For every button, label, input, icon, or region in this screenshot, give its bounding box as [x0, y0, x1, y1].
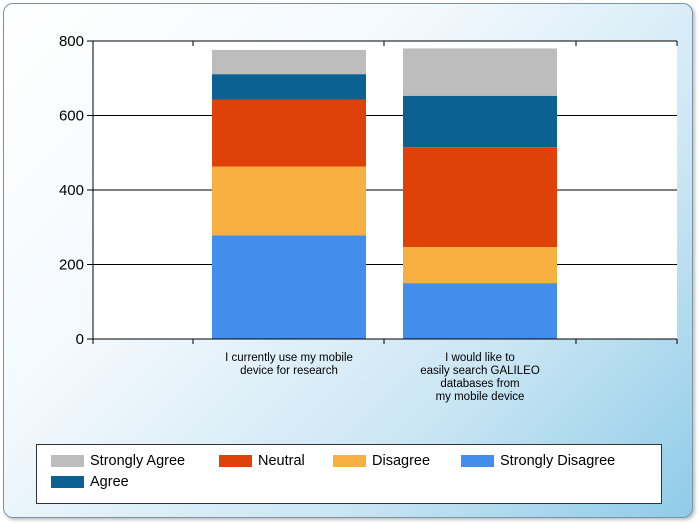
bar-segment-strongly-agree: [212, 49, 366, 75]
legend-item-strongly-disagree: Strongly Disagree: [461, 453, 615, 469]
legend-item-neutral: Neutral: [219, 453, 305, 469]
bar-segment-strongly-disagree: [403, 283, 557, 339]
x-category-label: I currently use my mobile device for rese…: [225, 352, 353, 377]
bar-segment-neutral: [212, 99, 366, 167]
y-tick-label: 400: [59, 182, 84, 199]
bar-segment-agree: [403, 95, 557, 148]
legend-item-agree: Agree: [51, 474, 129, 490]
bar-segment-disagree: [212, 166, 366, 236]
y-tick-label: 0: [76, 331, 84, 348]
stacked-bar-chart: 0 200 400 600 800 I currently use my mobile de…: [59, 33, 678, 403]
y-tick-label: 200: [59, 257, 84, 274]
x-category-label: I would like to easily search GALILEO data…: [420, 352, 540, 403]
y-tick-label: 800: [59, 33, 84, 50]
legend-swatch: [219, 455, 252, 467]
legend-swatch: [51, 476, 84, 488]
bar-segment-agree: [212, 74, 366, 100]
chart-legend: Strongly Agree Neutral Disagree Strongly…: [36, 444, 662, 504]
legend-swatch: [51, 455, 84, 467]
legend-label: Strongly Agree: [90, 453, 186, 469]
bar-segment-strongly-agree: [403, 48, 557, 96]
legend-label: Strongly Disagree: [500, 453, 616, 469]
legend-label: Neutral: [258, 453, 305, 469]
bar-segment-strongly-disagree: [212, 235, 366, 339]
legend-swatch: [461, 455, 494, 467]
bar-segment-disagree: [403, 246, 557, 284]
legend-item-strongly-agree: Strongly Agree: [51, 453, 185, 469]
bar-segment-neutral: [403, 147, 557, 247]
legend-item-disagree: Disagree: [333, 453, 430, 469]
legend-label: Disagree: [372, 453, 431, 469]
legend-label: Agree: [90, 474, 129, 490]
y-tick-label: 600: [59, 108, 84, 125]
legend-swatch: [333, 455, 366, 467]
